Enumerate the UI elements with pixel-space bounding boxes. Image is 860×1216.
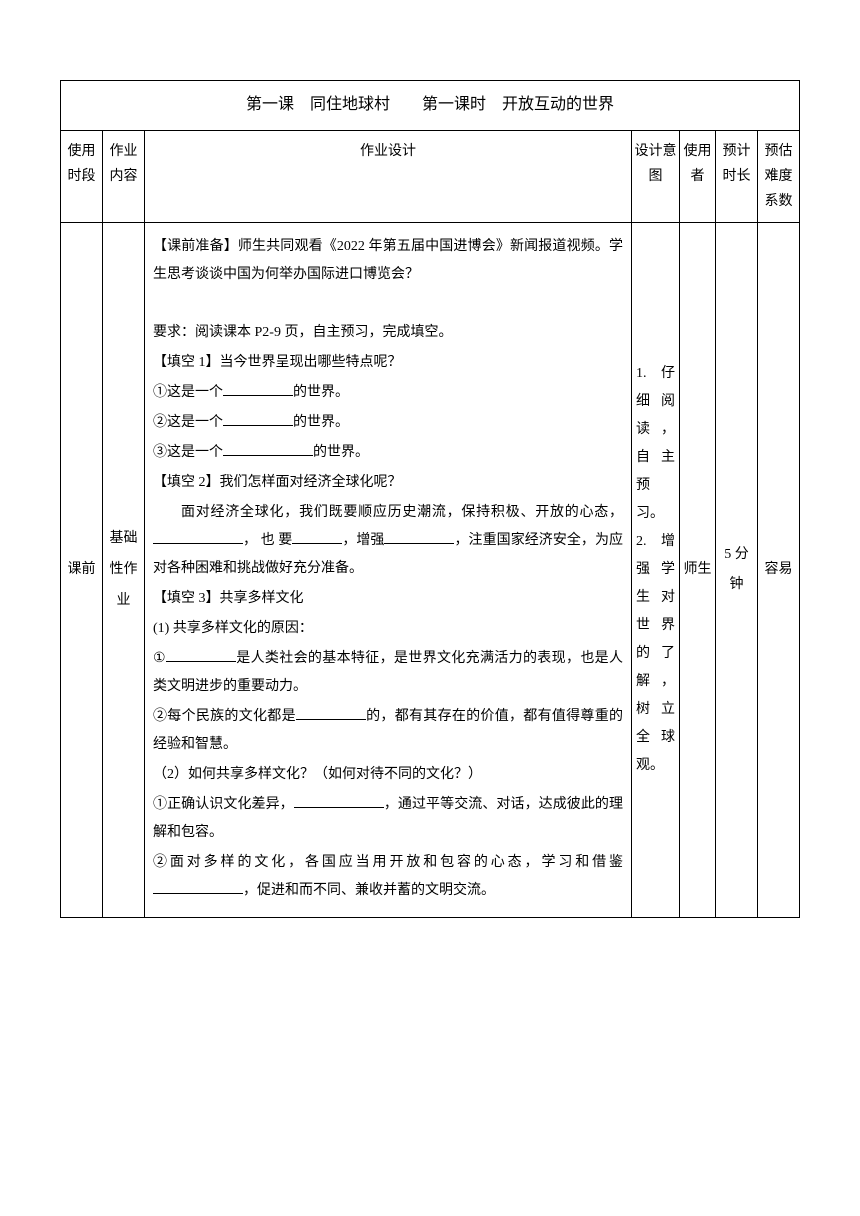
blank-input[interactable] bbox=[223, 442, 313, 456]
type-text: 基础性作业 bbox=[105, 524, 142, 616]
header-user: 使用者 bbox=[680, 130, 716, 223]
prep-label: 【课前准备】 bbox=[153, 239, 238, 254]
fill3-item2: ②每个民族的文化都是的，都有其存在的价值，都有值得尊重的经验和智慧。 bbox=[153, 703, 623, 759]
user-text: 师生 bbox=[682, 555, 713, 586]
prep-paragraph: 【课前准备】师生共同观看《2022 年第五届中国进博会》新闻报道视频。学生思考谈… bbox=[153, 233, 623, 289]
fill2-heading: 【填空 2】我们怎样面对经济全球化呢？ bbox=[153, 469, 623, 497]
type-cell: 基础性作业 bbox=[103, 223, 145, 918]
header-difficulty: 预估难度系数 bbox=[758, 130, 800, 223]
fill2-text: 面对经济全球化，我们既要顺应历史潮流，保持积极、开放的心态，， 也 要，增强，注… bbox=[153, 499, 623, 583]
intent-text: 1. 仔细阅读，自主预习。2. 增强学生对世界的了解，树立全球观。 bbox=[634, 354, 677, 786]
fill3-sub1: (1) 共享多样文化的原因： bbox=[153, 615, 623, 643]
content-row: 课前 基础性作业 【课前准备】师生共同观看《2022 年第五届中国进博会》新闻报… bbox=[61, 223, 800, 918]
blank-input[interactable] bbox=[296, 706, 366, 720]
header-duration: 预计时长 bbox=[716, 130, 758, 223]
lesson-title: 第一课 同住地球村 第一课时 开放互动的世界 bbox=[61, 81, 800, 131]
fill3-heading: 【填空 3】共享多样文化 bbox=[153, 585, 623, 613]
header-type: 作业内容 bbox=[103, 130, 145, 223]
duration-cell: 5 分钟 bbox=[716, 223, 758, 918]
blank-input[interactable] bbox=[223, 382, 293, 396]
header-design: 作业设计 bbox=[145, 130, 632, 223]
period-text: 课前 bbox=[63, 555, 100, 586]
fill1-heading: 【填空 1】当今世界呈现出哪些特点呢？ bbox=[153, 349, 623, 377]
fill3-item1: ①是人类社会的基本特征，是世界文化充满活力的表现，也是人类文明进步的重要动力。 bbox=[153, 645, 623, 701]
spacer bbox=[153, 291, 623, 319]
blank-input[interactable] bbox=[223, 412, 293, 426]
difficulty-cell: 容易 bbox=[758, 223, 800, 918]
assignment-table: 第一课 同住地球村 第一课时 开放互动的世界 使用时段 作业内容 作业设计 设计… bbox=[60, 80, 800, 918]
user-cell: 师生 bbox=[680, 223, 716, 918]
fill3-sub2: （2）如何共享多样文化？（如何对待不同的文化？） bbox=[153, 761, 623, 789]
header-period: 使用时段 bbox=[61, 130, 103, 223]
difficulty-text: 容易 bbox=[760, 555, 797, 586]
header-row: 使用时段 作业内容 作业设计 设计意图 使用者 预计时长 预估难度系数 bbox=[61, 130, 800, 223]
blank-input[interactable] bbox=[294, 794, 384, 808]
fill1-item2: ②这是一个的世界。 bbox=[153, 409, 623, 437]
fill3-label: 【填空 3】 bbox=[153, 591, 220, 606]
intent-cell: 1. 仔细阅读，自主预习。2. 增强学生对世界的了解，树立全球观。 bbox=[632, 223, 680, 918]
fill2-question: 我们怎样面对经济全球化呢？ bbox=[220, 475, 402, 490]
fill1-item1: ①这是一个的世界。 bbox=[153, 379, 623, 407]
fill2-label: 【填空 2】 bbox=[153, 475, 220, 490]
duration-text: 5 分钟 bbox=[718, 540, 755, 602]
blank-input[interactable] bbox=[292, 530, 342, 544]
requirement-text: 要求：阅读课本 P2-9 页，自主预习，完成填空。 bbox=[153, 319, 623, 347]
period-cell: 课前 bbox=[61, 223, 103, 918]
fill3-item3: ①正确认识文化差异，，通过平等交流、对话，达成彼此的理解和包容。 bbox=[153, 791, 623, 847]
fill3-title: 共享多样文化 bbox=[220, 591, 304, 606]
blank-input[interactable] bbox=[153, 880, 243, 894]
blank-input[interactable] bbox=[166, 648, 236, 662]
fill3-item4: ②面对多样的文化，各国应当用开放和包容的心态，学习和借鉴，促进和而不同、兼收并蓄… bbox=[153, 849, 623, 905]
fill1-item3: ③这是一个的世界。 bbox=[153, 439, 623, 467]
design-content-cell: 【课前准备】师生共同观看《2022 年第五届中国进博会》新闻报道视频。学生思考谈… bbox=[145, 223, 632, 918]
blank-input[interactable] bbox=[384, 530, 454, 544]
fill1-label: 【填空 1】 bbox=[153, 355, 220, 370]
title-row: 第一课 同住地球村 第一课时 开放互动的世界 bbox=[61, 81, 800, 131]
fill1-question: 当今世界呈现出哪些特点呢？ bbox=[220, 355, 402, 370]
header-intent: 设计意图 bbox=[632, 130, 680, 223]
blank-input[interactable] bbox=[153, 530, 243, 544]
